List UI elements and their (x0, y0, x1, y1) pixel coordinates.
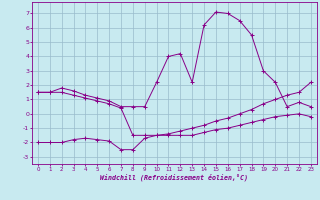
X-axis label: Windchill (Refroidissement éolien,°C): Windchill (Refroidissement éolien,°C) (100, 173, 248, 181)
